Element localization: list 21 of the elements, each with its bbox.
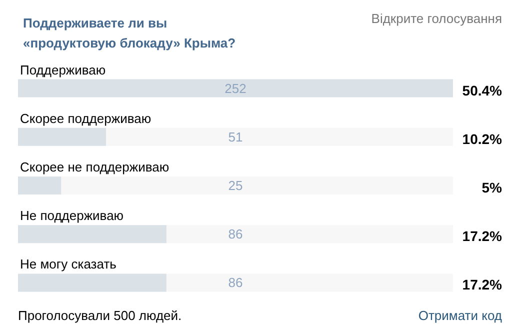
data-label: 86	[228, 226, 243, 242]
bar	[18, 128, 106, 146]
text: 10.2%	[462, 130, 503, 147]
y-tick-label: Скорее не поддерживаю	[20, 160, 170, 174]
y-tick-label: Скорее поддерживаю	[20, 110, 152, 126]
y-tick-label: Не могу сказать	[20, 256, 117, 272]
text: 5%	[482, 180, 503, 196]
data-label: 25	[228, 178, 243, 193]
text: Проголосували 500 людей.	[18, 308, 182, 323]
text: 17.2%	[462, 228, 503, 244]
bar	[18, 176, 62, 194]
y-tick-label: Поддерживаю	[20, 62, 106, 78]
data-label: 51	[228, 129, 243, 144]
data-label: 252	[224, 80, 246, 96]
chart-title: Поддерживаете ли вы «продуктовую блокаду» Крыма?	[23, 16, 236, 50]
text: 50.4%	[462, 82, 503, 98]
data-label: 86	[228, 275, 243, 290]
text: Відкрите голосування	[371, 11, 502, 26]
text: Отримати код	[418, 308, 502, 323]
y-tick-label: Не поддерживаю	[20, 208, 124, 224]
text: 17.2%	[462, 276, 503, 293]
